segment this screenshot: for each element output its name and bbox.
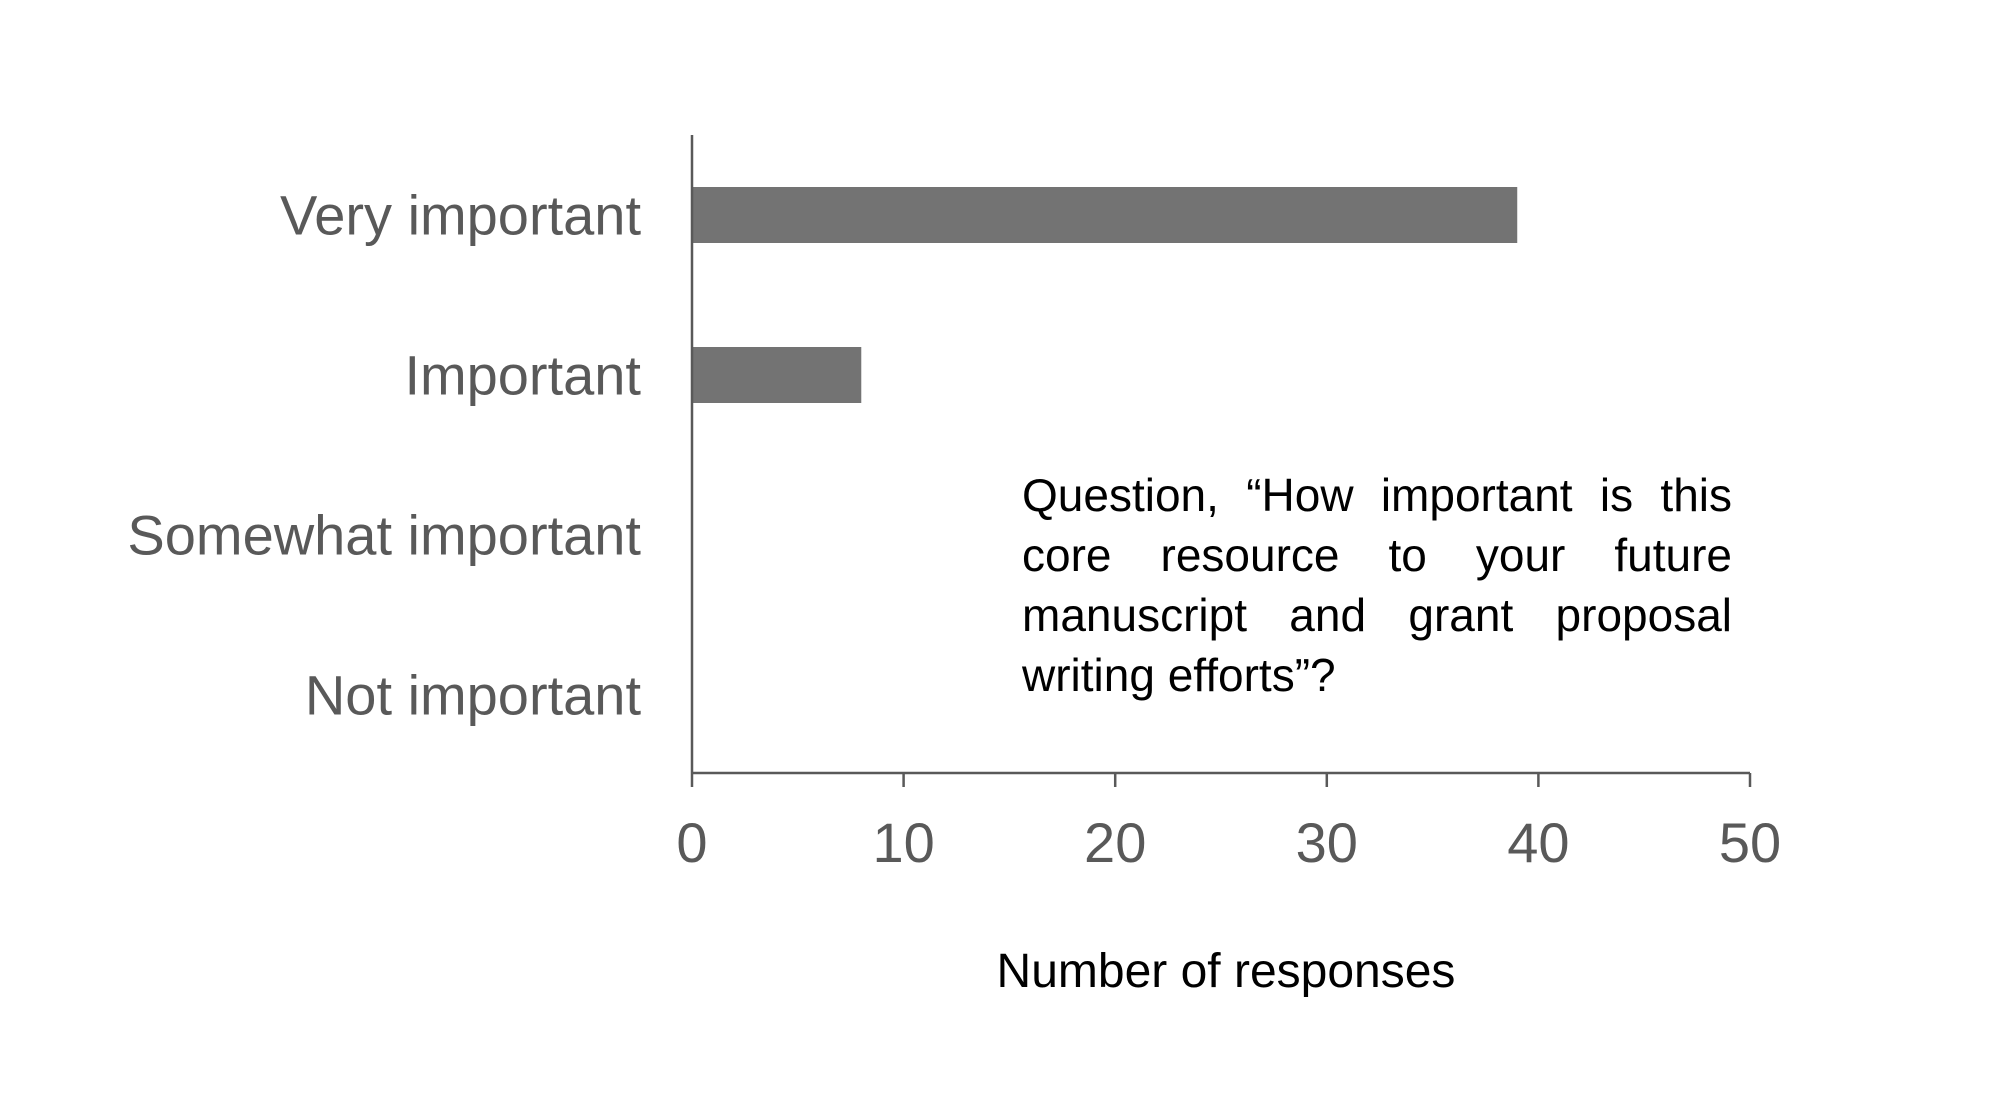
bar-very-important bbox=[692, 187, 1518, 243]
bar-important bbox=[692, 347, 862, 403]
x-tick-label: 30 bbox=[1296, 811, 1358, 874]
category-label: Important bbox=[404, 344, 641, 407]
x-tick-label: 20 bbox=[1084, 811, 1146, 874]
question-annotation: Question, “How important is this core re… bbox=[1022, 469, 1732, 701]
x-axis-title: Number of responses bbox=[997, 945, 1456, 998]
labels-layer: Very important Important Somewhat importan… bbox=[127, 184, 1781, 875]
category-label: Not important bbox=[305, 664, 642, 727]
x-tick-label: 50 bbox=[1719, 811, 1781, 874]
category-label: Very important bbox=[280, 184, 641, 247]
x-tick-label: 10 bbox=[872, 811, 934, 874]
x-tick-label: 40 bbox=[1507, 811, 1569, 874]
axes-layer bbox=[690, 135, 1752, 787]
bars-layer bbox=[692, 187, 1518, 403]
x-tick-label: 0 bbox=[676, 811, 707, 874]
category-label: Somewhat important bbox=[127, 504, 641, 567]
